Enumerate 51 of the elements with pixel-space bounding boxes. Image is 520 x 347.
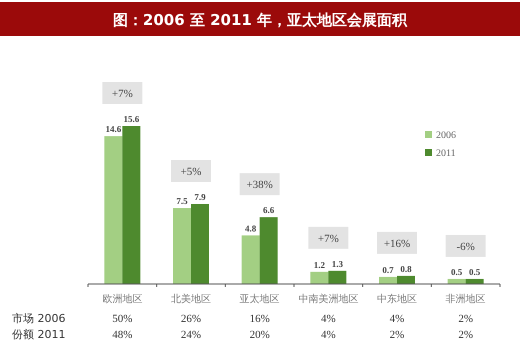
x-tick-label: 欧洲地区 <box>102 293 142 305</box>
text: 2% <box>458 313 474 325</box>
text: 20% <box>250 329 270 341</box>
data-label: 14.6 <box>105 124 122 134</box>
bar <box>397 276 415 284</box>
bar <box>173 208 191 284</box>
x-tick-label: 中东地区 <box>377 293 417 305</box>
data-label: 15.6 <box>123 114 140 124</box>
bar <box>310 272 328 284</box>
text: 份额 2011 <box>12 328 66 341</box>
text: 2% <box>390 329 404 341</box>
text: 26% <box>180 313 202 325</box>
chart-title: 图：2006 至 2011 年，亚太地区会展面积 <box>112 11 408 29</box>
annotation: +38% <box>246 179 273 192</box>
bar <box>242 235 260 284</box>
x-tick-label: 中南美洲地区 <box>298 293 358 305</box>
x-tick-label: 非洲地区 <box>446 293 486 305</box>
bar <box>260 217 278 284</box>
annotation: +16% <box>384 238 410 250</box>
bar <box>328 270 346 284</box>
text: 4% <box>320 313 336 325</box>
legend-label: 2006 <box>436 130 456 141</box>
text: 市场 2006 <box>12 312 66 325</box>
bar <box>122 126 140 284</box>
data-label: 6.6 <box>263 205 275 216</box>
text: +7% <box>112 88 133 100</box>
data-label: 7.5 <box>176 196 188 206</box>
x-tick-label: 亚太地区 <box>240 293 280 305</box>
data-label: 7.9 <box>194 192 206 202</box>
bar <box>191 204 209 284</box>
data-label: 0.8 <box>400 264 412 274</box>
data-label: 1.3 <box>332 258 344 269</box>
text: 48% <box>112 329 132 341</box>
text: 24% <box>180 329 202 341</box>
data-label: 0.5 <box>451 266 463 277</box>
x-tick-label: 北美地区 <box>171 293 211 305</box>
bar <box>104 136 122 284</box>
text: 16% <box>250 313 270 325</box>
data-label: 0.7 <box>382 264 394 275</box>
annotation: -6% <box>456 240 475 253</box>
text: 2% <box>458 329 474 341</box>
text: 50% <box>112 313 132 325</box>
annotation: +5% <box>180 166 202 178</box>
bar <box>379 276 397 284</box>
legend-label: 2011 <box>436 148 456 159</box>
annotation: +7% <box>318 232 339 245</box>
data-label: 4.8 <box>245 223 257 234</box>
data-label: 1.2 <box>314 260 326 270</box>
text: 4% <box>390 313 404 325</box>
data-label: 0.5 <box>469 266 481 277</box>
text: 4% <box>320 329 336 341</box>
